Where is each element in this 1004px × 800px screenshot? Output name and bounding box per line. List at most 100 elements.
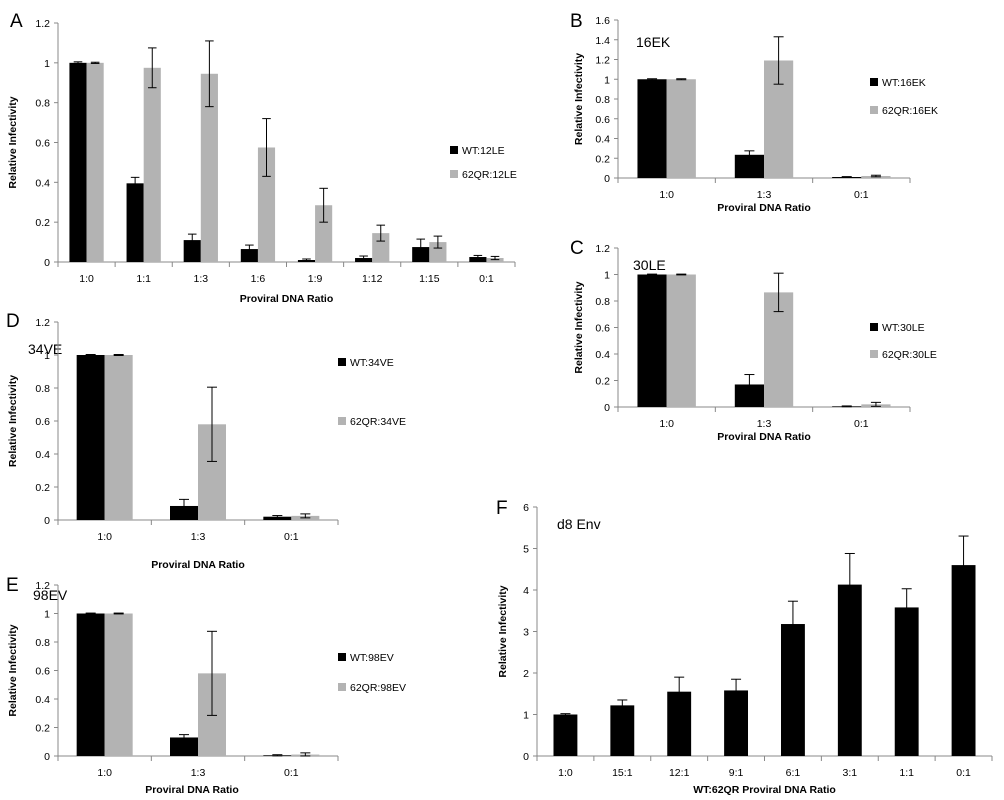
chart-title: 34VE	[28, 341, 62, 357]
error-bar	[841, 405, 852, 408]
y-tick-label: 0.8	[35, 637, 50, 649]
y-tick-label: 4	[523, 585, 529, 597]
legend: WT:34VE 62QR:34VE	[338, 357, 406, 428]
bar-series-0	[553, 714, 578, 756]
y-tick-label: 1.2	[35, 317, 50, 329]
y-axis-title: Relative Infectivity	[7, 375, 19, 467]
x-tick-label: 0:1	[284, 531, 299, 543]
error-bar	[647, 273, 658, 276]
bar-62qr-12le-5	[372, 233, 390, 262]
legend: WT:12LE 62QR:12LE	[450, 145, 517, 181]
y-tick-label: 5	[523, 544, 529, 556]
panel-letter: B	[570, 11, 583, 32]
y-tick-label: 0	[44, 257, 50, 269]
legend-label: 62QR:30LE	[882, 349, 937, 361]
bar-series-1	[610, 705, 635, 756]
bar-62qr-16ek-0	[666, 79, 696, 178]
error-bar	[272, 754, 283, 757]
legend-label: 62QR:12LE	[462, 169, 517, 181]
y-tick-label: 1	[604, 270, 610, 282]
bar-series-5	[837, 584, 862, 756]
y-tick-label: 0.4	[595, 134, 610, 146]
error-bar	[870, 174, 881, 178]
legend-swatch	[338, 653, 346, 661]
legend-swatch	[450, 146, 458, 154]
error-bar	[245, 244, 254, 254]
y-tick-label: 0.6	[35, 138, 50, 150]
legend-swatch	[338, 358, 346, 366]
error-bar	[560, 713, 571, 716]
legend-label: WT:16EK	[882, 77, 926, 89]
y-tick-label: 0.6	[35, 416, 50, 428]
chart-panel-e: E 98EV 0 0.2 0.4 0.6 0.8 1 1.2 1:0 1:3 0:1 Proviral …	[6, 575, 406, 796]
error-bar	[179, 498, 189, 514]
error-bar	[787, 600, 798, 648]
chart-title: 30LE	[633, 257, 666, 273]
bar-62qr-30le-0	[666, 274, 696, 407]
y-tick-label: 0	[44, 515, 50, 527]
error-bar	[731, 678, 742, 703]
error-bar	[302, 258, 311, 262]
error-bar	[262, 118, 271, 177]
x-tick-label: 1:3	[757, 189, 772, 201]
x-tick-label: 15:1	[612, 767, 633, 779]
error-bar	[207, 630, 217, 716]
y-tick-label: 1.6	[595, 15, 610, 27]
error-bar	[359, 255, 368, 261]
legend-label: WT:98EV	[350, 652, 394, 664]
y-tick-label: 0.4	[35, 694, 50, 706]
y-tick-label: 1	[44, 609, 50, 621]
error-bar	[147, 47, 157, 89]
legend-swatch	[870, 350, 878, 358]
legend-swatch	[870, 106, 878, 114]
legend: WT:16EK 62QR:16EK	[870, 77, 938, 117]
error-bar	[674, 676, 685, 707]
x-tick-label: 1:12	[362, 273, 383, 285]
error-bar	[773, 36, 784, 85]
error-bar	[85, 612, 96, 615]
panel-letter: F	[496, 498, 508, 519]
legend-swatch	[338, 417, 346, 425]
bar-wt-98ev-0	[76, 613, 105, 756]
chart-panel-a: A 0 0.2 0.4 0.6 0.8 1 1.2 1:0 1:1 1:3 1:6 1:9 1:12 1:1…	[7, 11, 517, 305]
chart-title: 98EV	[33, 587, 68, 603]
x-axis-title: Proviral DNA Ratio	[145, 784, 239, 796]
panel-letter: D	[6, 311, 20, 332]
x-tick-label: 1:0	[97, 767, 112, 779]
y-tick-label: 0	[523, 751, 529, 763]
legend-label: WT:12LE	[462, 145, 505, 157]
legend-swatch	[870, 323, 878, 331]
x-tick-label: 3:1	[843, 767, 858, 779]
bar-series-3	[724, 690, 749, 756]
bar-wt-98ev-1	[170, 737, 198, 756]
x-tick-label: 0:1	[284, 767, 299, 779]
legend-swatch	[450, 170, 458, 178]
error-bar	[113, 354, 124, 356]
y-axis-title: Relative Infectivity	[573, 53, 585, 145]
error-bar	[617, 699, 628, 712]
error-bar	[85, 354, 96, 356]
legend-label: 62QR:98EV	[350, 682, 406, 694]
x-axis-title: Proviral DNA Ratio	[240, 293, 334, 305]
error-bar	[433, 235, 443, 249]
error-bar	[113, 612, 124, 615]
legend: WT:30LE 62QR:30LE	[870, 322, 937, 361]
x-tick-label: 1:3	[194, 273, 209, 285]
legend-label: WT:30LE	[882, 322, 925, 334]
bar-series-2	[667, 691, 692, 756]
bar-wt-12le-3	[240, 249, 258, 262]
error-bar	[416, 238, 426, 256]
legend-label: WT:34VE	[350, 357, 394, 369]
error-bar	[300, 752, 311, 757]
error-bar	[744, 150, 755, 160]
error-bar	[676, 78, 687, 81]
error-bar	[300, 513, 311, 519]
error-bar	[187, 233, 197, 247]
error-bar	[207, 386, 217, 462]
y-tick-label: 1.4	[595, 35, 610, 47]
legend: WT:98EV 62QR:98EV	[338, 652, 406, 694]
chart-title: 16EK	[636, 34, 671, 50]
y-tick-label: 0	[604, 402, 610, 414]
x-tick-label: 1:6	[251, 273, 266, 285]
y-tick-label: 0.8	[35, 98, 50, 110]
